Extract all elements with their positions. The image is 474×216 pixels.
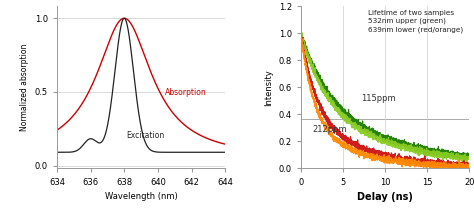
Y-axis label: Intensity: Intensity: [264, 69, 273, 106]
Text: Absorption: Absorption: [164, 88, 206, 97]
Text: 212ppm: 212ppm: [313, 125, 347, 134]
X-axis label: Delay (ns): Delay (ns): [357, 192, 413, 202]
X-axis label: Wavelength (nm): Wavelength (nm): [105, 192, 177, 201]
Y-axis label: Normalized absorption: Normalized absorption: [20, 44, 29, 131]
Text: Excitation: Excitation: [126, 130, 164, 140]
Text: 115ppm: 115ppm: [362, 94, 396, 103]
Text: Lifetime of two samples
532nm upper (green)
639nm lower (red/orange): Lifetime of two samples 532nm upper (gre…: [368, 10, 464, 33]
